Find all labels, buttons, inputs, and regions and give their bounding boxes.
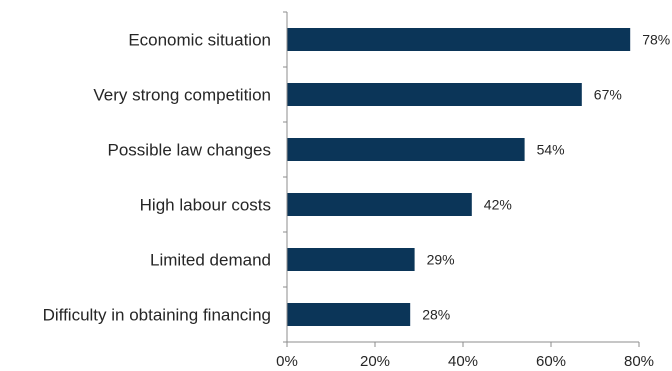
x-tick-label-0: 0% [276,353,298,370]
value-label-limited-demand: 29% [427,252,455,268]
x-tick-label-20: 20% [360,353,390,370]
category-label-economic-situation: Economic situation [128,31,271,50]
category-label-limited-demand: Limited demand [150,251,271,270]
category-label-high-labour-costs: High labour costs [140,196,271,215]
bar-limited-demand [287,248,415,271]
category-label-difficulty-in-obtaining-financing: Difficulty in obtaining financing [43,306,271,325]
bar-economic-situation [287,28,631,51]
value-label-very-strong-competition: 67% [594,87,622,103]
value-label-difficulty-in-obtaining-financing: 28% [422,307,450,323]
bars-group: 78% 67% 54% 42% 29% 28% [287,28,670,326]
x-tick-label-80: 80% [624,353,654,370]
category-label-possible-law-changes: Possible law changes [108,141,271,160]
x-tick-label-60: 60% [536,353,566,370]
bar-high-labour-costs [287,193,472,216]
bar-possible-law-changes [287,138,525,161]
bar-very-strong-competition [287,83,582,106]
category-label-very-strong-competition: Very strong competition [93,86,271,105]
bar-difficulty-in-obtaining-financing [287,303,411,326]
value-label-high-labour-costs: 42% [484,197,512,213]
value-label-possible-law-changes: 54% [537,142,565,158]
value-label-economic-situation: 78% [642,32,670,48]
y-axis: Economic situation Very strong competitio… [43,11,288,343]
x-axis: 0% 20% 40% 60% 80% [276,341,654,370]
x-tick-label-40: 40% [448,353,478,370]
